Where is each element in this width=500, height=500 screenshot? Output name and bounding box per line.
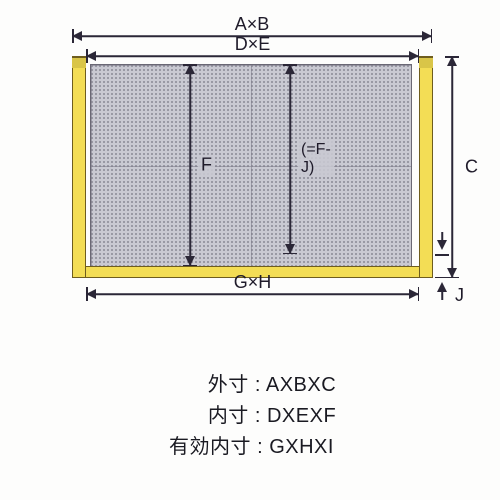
legend-sep: : [249, 374, 266, 396]
legend-sep: : [249, 405, 267, 427]
legend-key: 内寸 [164, 401, 249, 432]
frame-left [72, 56, 86, 278]
dim-clear-height-label: (=F-J) [298, 141, 334, 177]
legend-key: 外寸 [164, 370, 249, 401]
filter-cross-section-diagram: A×B D×E G×H C F (=F-J) [72, 42, 417, 292]
legend-key: 有効内寸 [166, 432, 251, 463]
dim-outer-width-label: A×B [232, 14, 273, 35]
dim-flange-label: J [452, 285, 467, 306]
legend-value: DXEXF [267, 405, 336, 427]
dimension-legend: 外寸 : AXBXC 内寸 : DXEXF 有効内寸 : GXHXI [0, 370, 500, 463]
legend-row-inner: 内寸 : DXEXF [0, 401, 500, 432]
dim-inner-width-label: D×E [232, 34, 274, 55]
dim-outer-height-label: C [462, 157, 481, 178]
legend-value: AXBXC [266, 374, 336, 396]
legend-row-outer: 外寸 : AXBXC [0, 370, 500, 401]
legend-row-clear: 有効内寸 : GXHXI [0, 432, 500, 463]
legend-sep: : [251, 436, 269, 458]
legend-value: GXHXI [269, 436, 334, 458]
dim-inner-height-label: F [198, 155, 215, 176]
filter-media-panel [90, 64, 412, 268]
dim-clear-width-label: G×H [231, 272, 275, 293]
frame-right [419, 56, 433, 278]
